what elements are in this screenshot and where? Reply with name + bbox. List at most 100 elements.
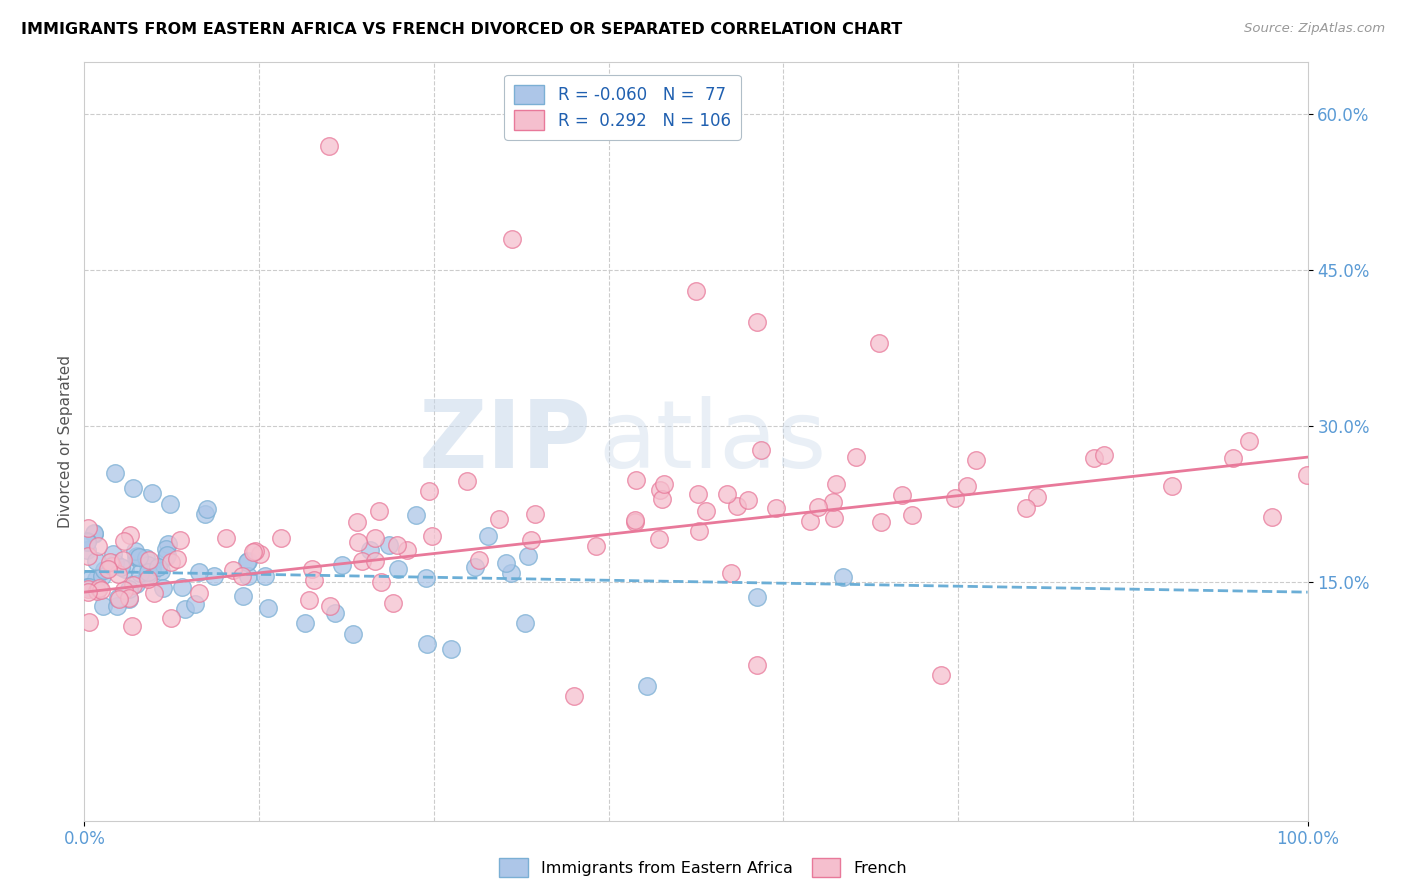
Point	[149, 564, 172, 578]
Point	[138, 558, 160, 573]
Point	[77, 585, 100, 599]
Point	[440, 642, 463, 657]
Point	[520, 533, 543, 548]
Point	[585, 539, 607, 553]
Point	[270, 531, 292, 545]
Point	[378, 539, 401, 553]
Text: ZIP: ZIP	[419, 395, 592, 488]
Point	[686, 487, 709, 501]
Point	[104, 466, 127, 480]
Point	[695, 504, 717, 518]
Point	[76, 580, 98, 594]
Point	[114, 562, 136, 576]
Point	[166, 552, 188, 566]
Point	[183, 597, 205, 611]
Point	[477, 529, 499, 543]
Point	[890, 488, 912, 502]
Point	[98, 555, 121, 569]
Text: atlas: atlas	[598, 395, 827, 488]
Point	[79, 572, 101, 586]
Point	[122, 577, 145, 591]
Point	[76, 542, 98, 557]
Point	[901, 508, 924, 522]
Point	[141, 486, 163, 500]
Point	[562, 689, 585, 703]
Point	[418, 484, 440, 499]
Legend: Immigrants from Eastern Africa, French: Immigrants from Eastern Africa, French	[491, 850, 915, 885]
Point	[77, 582, 100, 597]
Point	[87, 581, 110, 595]
Point	[136, 573, 159, 587]
Point	[242, 545, 264, 559]
Point	[502, 232, 524, 246]
Point	[245, 544, 267, 558]
Point	[342, 626, 364, 640]
Point	[236, 569, 259, 583]
Point	[301, 562, 323, 576]
Point	[86, 583, 108, 598]
Point	[824, 477, 846, 491]
Point	[120, 528, 142, 542]
Point	[77, 549, 100, 563]
Point	[142, 586, 165, 600]
Point	[86, 539, 108, 553]
Point	[136, 568, 159, 582]
Point	[202, 569, 225, 583]
Point	[422, 529, 444, 543]
Point	[160, 611, 183, 625]
Point	[222, 563, 245, 577]
Point	[112, 534, 135, 549]
Point	[294, 616, 316, 631]
Y-axis label: Divorced or Separated: Divorced or Separated	[58, 355, 73, 528]
Point	[231, 569, 253, 583]
Point	[965, 452, 987, 467]
Point	[737, 492, 759, 507]
Point	[101, 547, 124, 561]
Point	[101, 559, 124, 574]
Point	[368, 504, 391, 518]
Point	[298, 593, 321, 607]
Point	[747, 315, 769, 329]
Point	[346, 515, 368, 529]
Point	[118, 582, 141, 596]
Point	[155, 550, 177, 565]
Point	[381, 596, 404, 610]
Point	[93, 563, 115, 577]
Point	[104, 556, 127, 570]
Point	[319, 599, 342, 614]
Point	[187, 586, 209, 600]
Point	[125, 549, 148, 563]
Point	[76, 535, 98, 549]
Point	[499, 566, 522, 580]
Point	[1015, 501, 1038, 516]
Point	[174, 602, 197, 616]
Point	[215, 531, 238, 545]
Text: IMMIGRANTS FROM EASTERN AFRICA VS FRENCH DIVORCED OR SEPARATED CORRELATION CHART: IMMIGRANTS FROM EASTERN AFRICA VS FRENCH…	[21, 22, 903, 37]
Point	[136, 565, 159, 579]
Point	[823, 495, 845, 509]
Point	[318, 138, 340, 153]
Point	[720, 566, 742, 580]
Point	[364, 554, 387, 568]
Point	[118, 591, 141, 606]
Point	[464, 560, 486, 574]
Point	[405, 508, 427, 522]
Point	[624, 516, 647, 530]
Point	[128, 550, 150, 565]
Point	[138, 553, 160, 567]
Point	[1222, 451, 1244, 466]
Point	[624, 513, 647, 527]
Point	[232, 589, 254, 603]
Point	[688, 524, 710, 538]
Point	[107, 592, 129, 607]
Point	[1261, 509, 1284, 524]
Point	[747, 591, 769, 605]
Point	[749, 443, 772, 458]
Point	[90, 569, 112, 583]
Point	[516, 549, 538, 563]
Point	[524, 507, 547, 521]
Point	[128, 566, 150, 580]
Point	[765, 501, 787, 516]
Point	[416, 637, 439, 651]
Point	[636, 679, 658, 693]
